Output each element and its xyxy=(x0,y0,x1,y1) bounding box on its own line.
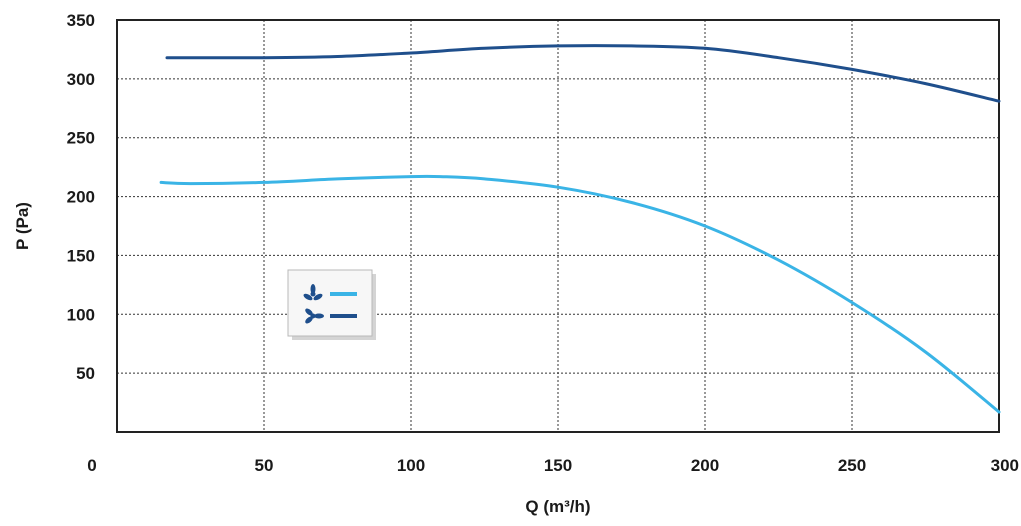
x-tick-label: 300 xyxy=(991,456,1019,475)
x-tick-label: 50 xyxy=(255,456,274,475)
y-axis-title: P (Pa) xyxy=(13,202,32,250)
x-tick-label: 200 xyxy=(691,456,719,475)
series-line-2 xyxy=(165,44,1001,103)
y-tick-label: 200 xyxy=(67,188,95,207)
legend-item-1 xyxy=(303,284,357,301)
dual-fan-icon xyxy=(305,308,324,324)
y-tick-label: 50 xyxy=(76,364,95,383)
legend xyxy=(287,269,376,340)
series-line-1 xyxy=(159,174,1001,414)
x-tick-label: 250 xyxy=(838,456,866,475)
tick-labels: 0 50 100 150 200 250 300 50 100 150 200 250 300 350 xyxy=(67,11,1019,475)
legend-item-2 xyxy=(305,308,357,324)
x-axis-title: Q (m³/h) xyxy=(525,497,590,516)
y-tick-label: 150 xyxy=(67,246,95,265)
x-tick-label: 100 xyxy=(397,456,425,475)
x-tick-label: 0 xyxy=(87,456,96,475)
y-tick-label: 300 xyxy=(67,70,95,89)
legend-box xyxy=(287,269,373,337)
plot-frame xyxy=(116,19,1000,433)
y-tick-label: 100 xyxy=(67,305,95,324)
x-tick-label: 150 xyxy=(544,456,572,475)
y-tick-label: 250 xyxy=(67,129,95,148)
y-tick-label: 350 xyxy=(67,11,95,30)
three-blade-fan-icon xyxy=(303,284,323,301)
series-layer xyxy=(159,44,1001,414)
